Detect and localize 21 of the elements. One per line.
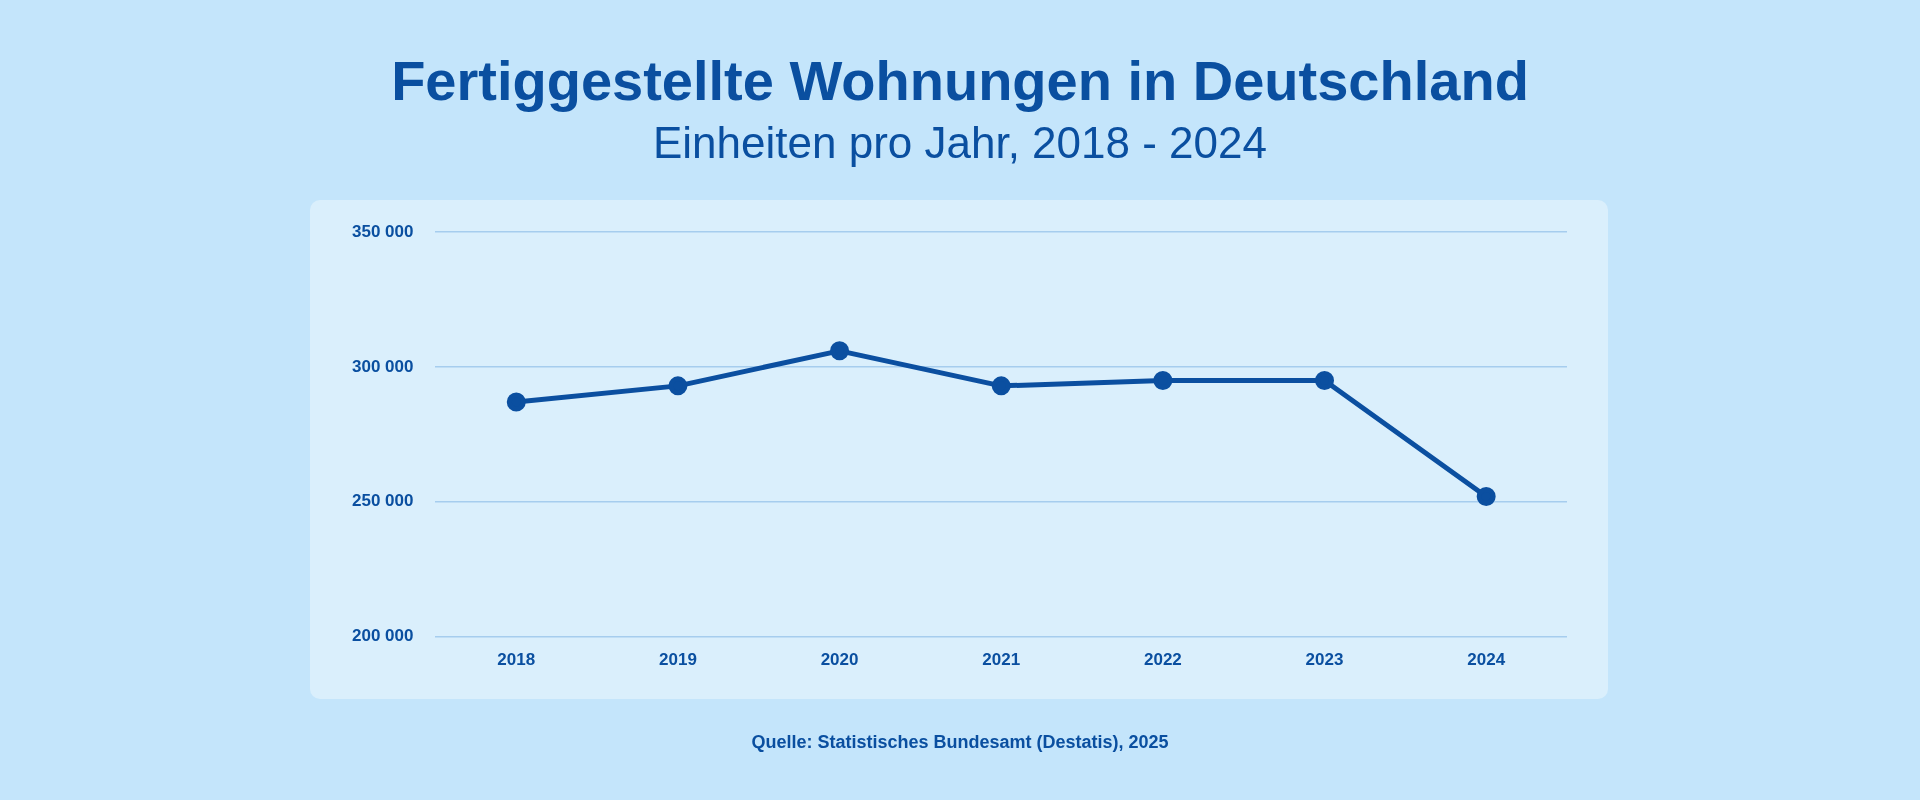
x-tick-label: 2019 xyxy=(659,650,697,670)
x-tick-label: 2018 xyxy=(497,650,536,670)
point xyxy=(506,392,526,412)
y-tick-label: 250 000 xyxy=(352,491,414,511)
point xyxy=(1476,486,1496,506)
x-tick-label: 2020 xyxy=(820,650,859,670)
source-note: Quelle: Statistisches Bundesamt (Destatis), 2025 xyxy=(750,732,1170,753)
point xyxy=(991,376,1011,396)
point xyxy=(1315,370,1335,390)
y-tick-label: 350 000 xyxy=(352,221,414,241)
x-tick-label: 2022 xyxy=(1143,650,1182,670)
x-tick-label: 2021 xyxy=(982,650,1021,670)
chart-subtitle: Einheiten pro Jahr, 2018 - 2024 xyxy=(652,118,1268,168)
y-tick-label: 200 000 xyxy=(352,626,414,646)
point xyxy=(1153,370,1173,390)
point xyxy=(668,376,688,396)
x-tick-label: 2023 xyxy=(1305,650,1344,670)
x-tick-label: 2024 xyxy=(1467,650,1506,670)
y-tick-label: 300 000 xyxy=(352,356,414,376)
point xyxy=(830,341,850,361)
chart-title: Fertiggestellte Wohnungen in Deutschland xyxy=(390,48,1530,113)
